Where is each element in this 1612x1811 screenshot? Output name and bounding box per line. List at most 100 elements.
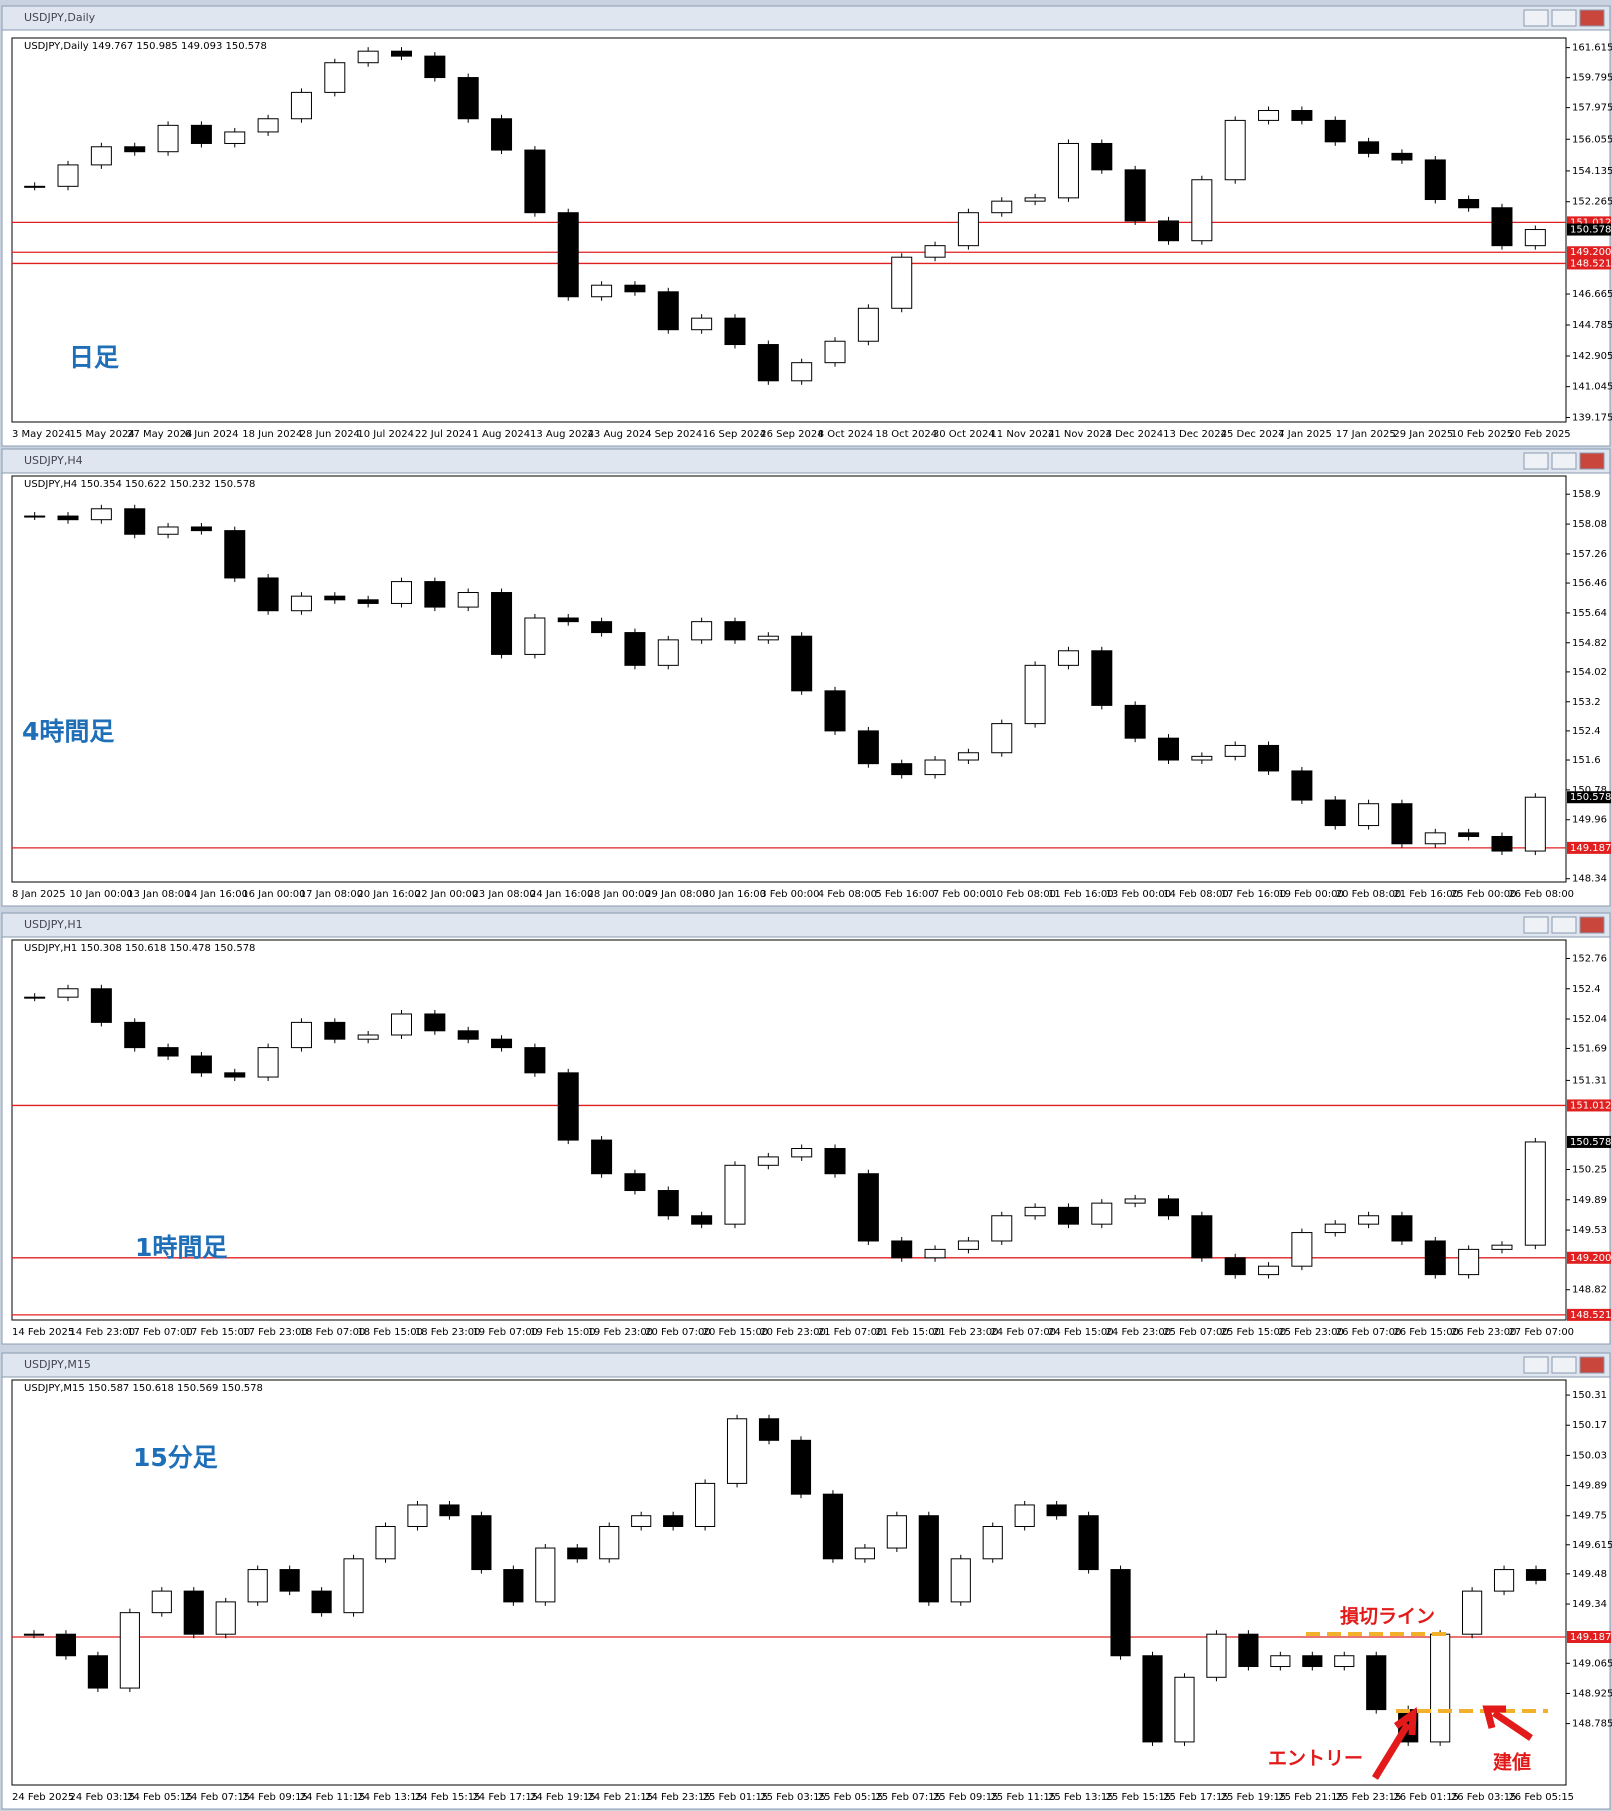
x-tick-label: 25 Feb 15:00 bbox=[1221, 1327, 1287, 1338]
y-tick-label: 150.03 bbox=[1572, 1450, 1607, 1461]
x-tick-label: 25 Feb 07:15 bbox=[875, 1792, 941, 1803]
current-price-label: 150.578 bbox=[1570, 225, 1611, 236]
y-tick-label: 149.75 bbox=[1572, 1511, 1607, 1522]
timeframe-label: 日足 bbox=[69, 343, 119, 372]
x-tick-label: 8 Oct 2024 bbox=[818, 429, 873, 440]
candle bbox=[891, 256, 913, 309]
candle bbox=[1124, 169, 1146, 222]
candle bbox=[24, 515, 46, 518]
x-tick-label: 25 Feb 09:15 bbox=[933, 1792, 999, 1803]
candle bbox=[124, 1021, 146, 1049]
candle bbox=[724, 317, 746, 346]
candle bbox=[457, 592, 479, 608]
x-tick-label: 4 Feb 08:00 bbox=[818, 889, 877, 900]
chart-window: USDJPY,Daily USDJPY,Daily 149.767 150.985… bbox=[1, 5, 1612, 447]
plot-area bbox=[11, 939, 1567, 1321]
candle bbox=[1224, 1257, 1246, 1276]
window-button-max[interactable] bbox=[1551, 1356, 1577, 1374]
candle bbox=[439, 1504, 460, 1517]
x-tick-label: 26 Feb 08:00 bbox=[1508, 889, 1574, 900]
y-tick-label: 149.48 bbox=[1572, 1569, 1607, 1580]
candle bbox=[824, 690, 846, 732]
candle bbox=[124, 508, 146, 535]
x-tick-label: 16 Jan 00:00 bbox=[242, 889, 305, 900]
x-tick-label: 26 Sep 2024 bbox=[760, 429, 823, 440]
candle bbox=[491, 1038, 513, 1049]
candle bbox=[957, 1240, 979, 1250]
window-title: USDJPY,M15 bbox=[24, 1358, 91, 1371]
candle bbox=[55, 1633, 77, 1657]
price-line-label: 149.200 bbox=[1570, 1253, 1611, 1264]
timeframe-label: 4時間足 bbox=[22, 717, 114, 746]
candle bbox=[657, 639, 679, 666]
window-button-close[interactable] bbox=[1579, 9, 1605, 27]
candle bbox=[1091, 650, 1113, 706]
x-tick-label: 23 Jan 08:00 bbox=[472, 889, 535, 900]
window-button-close[interactable] bbox=[1579, 1356, 1605, 1374]
window-button-max[interactable] bbox=[1551, 9, 1577, 27]
x-tick-label: 24 Feb 05:15 bbox=[127, 1792, 193, 1803]
candle bbox=[1458, 1248, 1480, 1276]
x-tick-label: 28 Jan 00:00 bbox=[588, 889, 651, 900]
x-tick-label: 29 Jan 2025 bbox=[1393, 429, 1453, 440]
window-button-max[interactable] bbox=[1551, 916, 1577, 934]
x-tick-label: 30 Oct 2024 bbox=[933, 429, 995, 440]
candle bbox=[524, 149, 546, 214]
x-tick-label: 13 Dec 2024 bbox=[1163, 429, 1227, 440]
price-line-box bbox=[1567, 246, 1611, 259]
candle bbox=[857, 730, 879, 765]
window-button-min[interactable] bbox=[1523, 9, 1549, 27]
window-title: USDJPY,Daily bbox=[24, 11, 96, 24]
price-line-label: 149.187 bbox=[1570, 843, 1611, 854]
candle bbox=[290, 1021, 312, 1049]
x-tick-label: 24 Feb 19:15 bbox=[530, 1792, 596, 1803]
candle bbox=[1524, 796, 1546, 852]
window-button-min[interactable] bbox=[1523, 1356, 1549, 1374]
candle bbox=[1291, 770, 1313, 801]
x-tick-label: 24 Feb 21:15 bbox=[588, 1792, 654, 1803]
x-tick-label: 17 Jan 2025 bbox=[1336, 429, 1396, 440]
candle bbox=[1491, 835, 1513, 852]
window-button-max[interactable] bbox=[1551, 452, 1577, 470]
candle bbox=[886, 1515, 907, 1549]
y-tick-label: 151.6 bbox=[1572, 755, 1601, 766]
candle bbox=[324, 62, 346, 93]
window-button-close[interactable] bbox=[1579, 452, 1605, 470]
candle bbox=[599, 1525, 620, 1560]
info-line: USDJPY,Daily 149.767 150.985 149.093 150… bbox=[24, 41, 267, 52]
candle bbox=[257, 577, 279, 612]
candle bbox=[1524, 1141, 1546, 1246]
window-button-close[interactable] bbox=[1579, 916, 1605, 934]
y-tick-label: 158.9 bbox=[1572, 489, 1601, 500]
window-button-min[interactable] bbox=[1523, 452, 1549, 470]
price-line-box bbox=[1567, 257, 1611, 270]
candle bbox=[757, 344, 779, 382]
candle bbox=[524, 617, 546, 655]
y-tick-label: 152.4 bbox=[1572, 984, 1601, 995]
candle bbox=[1024, 1206, 1046, 1217]
y-tick-label: 149.065 bbox=[1572, 1658, 1612, 1669]
y-tick-label: 152.04 bbox=[1572, 1014, 1607, 1025]
title-bar bbox=[1, 1352, 1611, 1378]
candle bbox=[90, 988, 112, 1023]
price-line-label: 149.200 bbox=[1570, 247, 1611, 258]
info-line: USDJPY,H1 150.308 150.618 150.478 150.57… bbox=[24, 943, 255, 954]
window-title: USDJPY,H4 bbox=[24, 454, 83, 467]
candle bbox=[991, 200, 1013, 214]
price-line-box bbox=[1567, 841, 1611, 854]
candle bbox=[407, 1504, 428, 1527]
y-tick-label: 141.045 bbox=[1572, 382, 1612, 393]
candle bbox=[1324, 799, 1346, 827]
candle bbox=[1258, 1265, 1280, 1276]
x-tick-label: 13 Jan 08:00 bbox=[127, 889, 190, 900]
candle bbox=[23, 1633, 45, 1636]
candle bbox=[390, 50, 413, 57]
y-tick-label: 149.53 bbox=[1572, 1225, 1607, 1236]
x-tick-label: 19 Feb 00:00 bbox=[1278, 889, 1344, 900]
window-button-min[interactable] bbox=[1523, 916, 1549, 934]
x-tick-label: 14 Feb 2025 bbox=[12, 1327, 74, 1338]
candle bbox=[557, 212, 579, 298]
candle bbox=[311, 1590, 332, 1614]
x-tick-label: 20 Feb 08:00 bbox=[1336, 889, 1402, 900]
candle bbox=[757, 635, 779, 641]
